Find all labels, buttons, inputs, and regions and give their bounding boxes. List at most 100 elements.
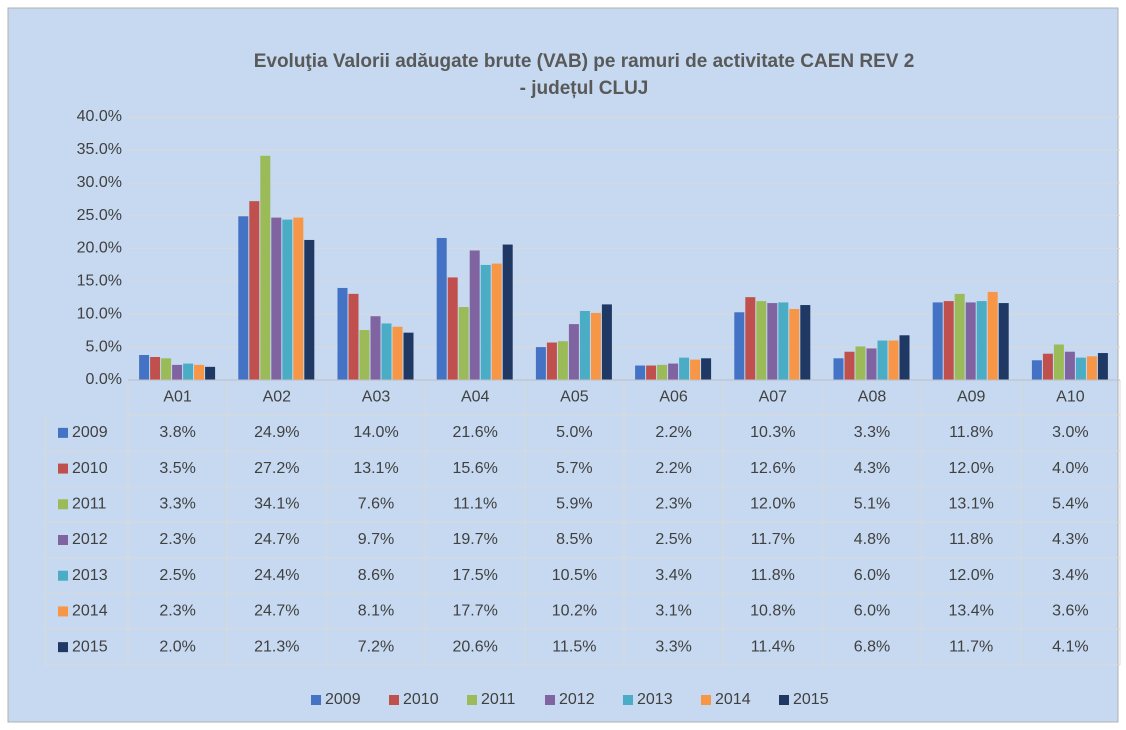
table-cell: 5.9% <box>556 496 592 513</box>
table-cell: 20.6% <box>453 638 498 655</box>
table-cell: 3.3% <box>655 638 691 655</box>
x-tick-label: A10 <box>1056 389 1085 406</box>
table-cell: 2.2% <box>655 460 691 477</box>
x-tick-label: A09 <box>957 389 986 406</box>
table-legend-key <box>58 570 68 581</box>
table-legend-key <box>58 642 68 653</box>
table-row-label: 2009 <box>72 424 108 441</box>
bar <box>756 301 767 380</box>
table-row-label: 2014 <box>72 603 108 620</box>
bar <box>789 308 800 380</box>
table-row-label: 2012 <box>72 531 108 548</box>
x-tick-label: A04 <box>461 389 490 406</box>
table-cell: 24.7% <box>254 531 299 548</box>
x-tick-label: A03 <box>362 389 391 406</box>
bar <box>833 358 844 380</box>
legend-label: 2012 <box>559 691 595 708</box>
bar <box>976 301 987 380</box>
legend-key <box>701 695 711 705</box>
table-cell: 3.4% <box>1052 567 1088 584</box>
table-cell: 34.1% <box>254 496 299 513</box>
bar <box>447 277 458 380</box>
legend-label: 2010 <box>403 691 439 708</box>
table-cell: 8.1% <box>358 603 394 620</box>
table-cell: 11.7% <box>751 531 795 548</box>
bar <box>601 304 612 380</box>
chart-title: Evoluţia Valorii adăugate brute (VAB) pe… <box>254 51 915 72</box>
bar <box>194 364 205 380</box>
bar <box>370 316 381 380</box>
table-cell: 19.7% <box>453 531 498 548</box>
table-cell: 4.3% <box>1052 531 1088 548</box>
table-cell: 2.3% <box>159 531 195 548</box>
bar <box>381 323 392 380</box>
bar <box>987 291 998 380</box>
bar <box>646 365 657 380</box>
bar <box>205 366 216 380</box>
bar <box>139 355 150 380</box>
bar <box>392 326 403 380</box>
x-tick-label: A05 <box>560 389 589 406</box>
table-cell: 3.3% <box>854 424 890 441</box>
table-cell: 11.8% <box>751 567 795 584</box>
bar <box>271 217 282 380</box>
y-tick-label: 25.0% <box>77 207 122 224</box>
bar <box>359 330 370 380</box>
bar <box>668 363 679 380</box>
table-cell: 5.7% <box>556 460 592 477</box>
bar <box>293 217 304 380</box>
bar <box>888 340 899 380</box>
table-cell: 21.3% <box>254 638 299 655</box>
table-cell: 3.4% <box>655 567 691 584</box>
table-cell: 2.0% <box>159 638 195 655</box>
bar <box>458 307 469 380</box>
bar <box>800 305 811 380</box>
table-cell: 12.0% <box>949 567 994 584</box>
table-cell: 11.1% <box>453 496 497 513</box>
table-cell: 24.9% <box>254 424 299 441</box>
table-cell: 3.5% <box>159 460 195 477</box>
bar <box>635 365 646 380</box>
table-cell: 5.1% <box>854 496 890 513</box>
legend-label: 2011 <box>481 691 516 708</box>
table-cell: 17.5% <box>453 567 498 584</box>
table-cell: 11.5% <box>552 638 596 655</box>
bar <box>502 244 513 380</box>
bar <box>546 342 557 380</box>
bar <box>590 312 601 380</box>
bar <box>954 293 965 380</box>
table-row-label: 2011 <box>72 496 107 513</box>
x-tick-label: A08 <box>858 389 887 406</box>
table-cell: 3.3% <box>159 496 195 513</box>
table-cell: 4.0% <box>1052 460 1088 477</box>
legend-label: 2015 <box>793 691 829 708</box>
bar <box>161 358 172 380</box>
table-cell: 7.2% <box>358 638 394 655</box>
legend-label: 2013 <box>637 691 673 708</box>
bar <box>436 237 447 380</box>
table-cell: 4.3% <box>854 460 890 477</box>
bar <box>249 201 260 380</box>
bar <box>877 340 888 380</box>
bar <box>282 219 293 380</box>
legend-label: 2009 <box>325 691 361 708</box>
table-cell: 27.2% <box>254 460 299 477</box>
table-cell: 13.4% <box>949 603 994 620</box>
y-tick-label: 15.0% <box>77 273 122 290</box>
table-cell: 13.1% <box>949 496 994 513</box>
legend-label: 2014 <box>715 691 751 708</box>
x-tick-label: A02 <box>263 389 292 406</box>
table-cell: 11.8% <box>949 531 993 548</box>
bar <box>1075 357 1086 380</box>
table-cell: 13.1% <box>353 460 398 477</box>
table-cell: 12.6% <box>750 460 795 477</box>
x-tick-label: A01 <box>163 389 192 406</box>
table-cell: 11.4% <box>751 638 795 655</box>
legend-key <box>311 695 321 705</box>
legend-key <box>779 695 789 705</box>
table-row-label: 2010 <box>72 460 108 477</box>
bar <box>183 363 194 380</box>
table-row-label: 2013 <box>72 567 108 584</box>
